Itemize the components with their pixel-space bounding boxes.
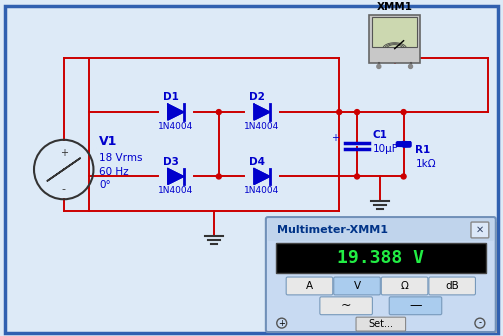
Polygon shape (168, 169, 184, 184)
Text: dB: dB (445, 281, 459, 291)
Polygon shape (254, 169, 270, 184)
Circle shape (216, 174, 221, 179)
Text: Ω: Ω (401, 281, 408, 291)
FancyBboxPatch shape (369, 15, 421, 62)
Polygon shape (168, 104, 184, 120)
Text: C1: C1 (373, 130, 388, 140)
Text: R1: R1 (415, 145, 431, 155)
Text: V: V (354, 281, 361, 291)
Text: A: A (306, 281, 313, 291)
Text: 60 Hz: 60 Hz (100, 167, 129, 176)
Text: -: - (478, 319, 481, 328)
FancyBboxPatch shape (389, 297, 442, 315)
FancyBboxPatch shape (5, 6, 498, 333)
FancyBboxPatch shape (372, 17, 417, 47)
Text: D2: D2 (249, 92, 265, 102)
FancyBboxPatch shape (471, 222, 489, 238)
Text: XMM1: XMM1 (377, 2, 412, 12)
Text: 1N4004: 1N4004 (244, 186, 280, 195)
FancyBboxPatch shape (266, 217, 496, 332)
Circle shape (355, 110, 360, 115)
Text: +: + (331, 133, 339, 143)
Text: D3: D3 (163, 157, 179, 167)
FancyBboxPatch shape (286, 277, 333, 295)
Polygon shape (254, 104, 270, 120)
Text: D1: D1 (163, 92, 179, 102)
FancyBboxPatch shape (334, 277, 380, 295)
Text: 10μF: 10μF (373, 144, 398, 154)
FancyBboxPatch shape (320, 297, 372, 315)
Text: 18 Vrms: 18 Vrms (100, 153, 143, 163)
Text: Set...: Set... (368, 319, 393, 329)
Text: 1N4004: 1N4004 (158, 122, 193, 131)
Circle shape (355, 174, 360, 179)
Text: V1: V1 (100, 135, 118, 148)
Text: ~: ~ (341, 299, 352, 312)
Text: Multimeter-XMM1: Multimeter-XMM1 (277, 225, 388, 235)
Text: 0°: 0° (100, 180, 111, 191)
Bar (276, 243, 486, 272)
Circle shape (408, 65, 412, 69)
FancyBboxPatch shape (268, 219, 494, 241)
Circle shape (377, 65, 381, 69)
Text: ✕: ✕ (476, 225, 484, 235)
Text: 1N4004: 1N4004 (158, 186, 193, 195)
Text: +: + (278, 319, 285, 328)
Text: D4: D4 (249, 157, 265, 167)
Text: -: - (62, 184, 66, 194)
Text: —: — (409, 299, 422, 312)
Circle shape (216, 110, 221, 115)
Circle shape (337, 110, 342, 115)
Text: 19.388 V: 19.388 V (338, 249, 425, 267)
FancyBboxPatch shape (271, 222, 497, 333)
FancyBboxPatch shape (381, 277, 428, 295)
Text: 1kΩ: 1kΩ (415, 159, 436, 169)
FancyBboxPatch shape (429, 277, 475, 295)
Text: 1N4004: 1N4004 (244, 122, 280, 131)
Circle shape (401, 110, 406, 115)
Text: +: + (60, 148, 68, 158)
Circle shape (401, 174, 406, 179)
FancyBboxPatch shape (356, 317, 405, 331)
